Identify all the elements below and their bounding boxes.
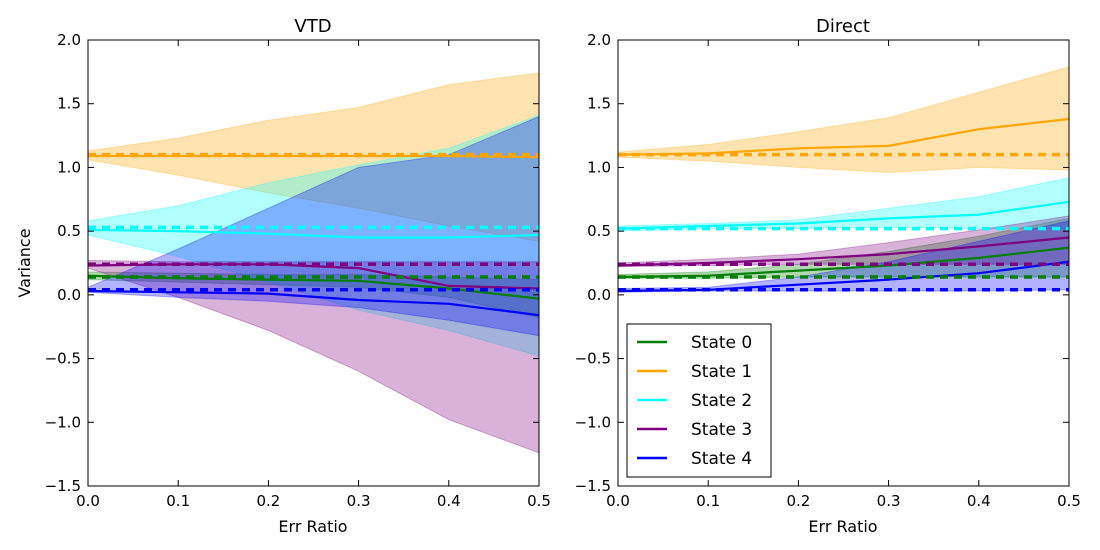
x-tick-label: 0.0 [606,492,630,510]
reference-lines [618,152,1069,292]
chart-title: Direct [816,16,870,37]
y-tick-label: 2.0 [587,31,611,49]
chart-panel-vtd: 2.0 1.5 1.0 0.5 0.0 −0.5 −1.0 −1.5 0.0 0.1 0.2 0.3… [15,16,551,536]
legend-label: State 1 [691,362,752,382]
x-tick-label: 0.5 [527,492,551,510]
x-tick-label: 0.3 [877,492,901,510]
chart-title: VTD [294,16,331,37]
y-axis-ticks: 2.0 1.5 1.0 0.5 0.0 −0.5 −1.0 −1.5 [45,31,539,495]
x-tick-label: 0.1 [166,492,190,510]
y-tick-label: 0.5 [57,222,81,240]
y-tick-label: 1.5 [587,95,611,113]
y-tick-label: −1.5 [575,477,611,495]
x-tick-label: 0.5 [1057,492,1081,510]
legend-label: State 2 [691,391,752,411]
x-axis-label: Err Ratio [278,517,347,536]
x-tick-label: 0.2 [786,492,810,510]
y-tick-label: 1.5 [57,95,81,113]
legend-label: State 4 [691,449,752,469]
y-tick-label: 0.5 [587,222,611,240]
x-axis-ticks: 0.0 0.1 0.2 0.3 0.4 0.5 [606,40,1081,510]
y-tick-label: 2.0 [57,31,81,49]
series-line [87,289,540,317]
y-tick-label: −1.0 [575,413,611,431]
x-axis-ticks: 0.0 0.1 0.2 0.3 0.4 0.5 [76,40,551,510]
y-tick-label: −0.5 [45,350,81,368]
x-axis-label: Err Ratio [808,517,877,536]
y-tick-label: 0.0 [587,286,611,304]
legend-label: State 0 [691,333,752,353]
chart-panel-direct: 2.0 1.5 1.0 0.5 0.0 −0.5 −1.0 −1.5 0.0 0.1 0.2 0.3… [575,16,1081,536]
x-tick-label: 0.4 [437,492,461,510]
y-tick-label: 0.0 [57,286,81,304]
series-line [87,228,540,239]
y-axis-label: Variance [15,228,34,297]
x-tick-label: 0.3 [347,492,371,510]
plot-frame [617,39,1070,487]
series-line [617,200,1070,230]
x-tick-label: 0.0 [76,492,100,510]
y-tick-label: 1.0 [587,158,611,176]
reference-lines [88,152,539,292]
plot-frame [87,39,540,487]
y-tick-label: −1.0 [45,413,81,431]
y-tick-label: −1.5 [45,477,81,495]
x-tick-label: 0.1 [696,492,720,510]
y-axis-ticks: 2.0 1.5 1.0 0.5 0.0 −0.5 −1.0 −1.5 [575,31,1069,495]
legend-label: State 3 [691,420,752,440]
y-tick-label: 1.0 [57,158,81,176]
y-tick-label: −0.5 [575,350,611,368]
x-tick-label: 0.2 [256,492,280,510]
x-tick-label: 0.4 [967,492,991,510]
legend: State 0 State 1 State 2 State 3 State 4 [626,323,772,478]
